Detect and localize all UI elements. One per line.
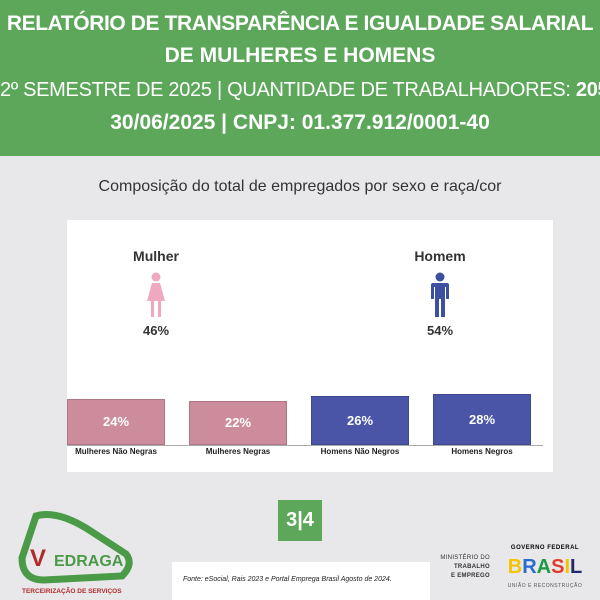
female-percent: 46% — [142, 323, 170, 338]
x-axis-line — [67, 445, 543, 446]
male-label: Homem — [414, 248, 466, 264]
brasil-wordmark: BRASIL — [507, 556, 583, 578]
bar-value-label: 24% — [102, 414, 130, 430]
category-label: Mulheres Negras — [205, 447, 271, 456]
ministry-line2: TRABALHO — [453, 564, 490, 570]
svg-text:EDRAGA: EDRAGA — [54, 553, 124, 570]
female-label: Mulher — [133, 248, 179, 264]
category-label: Homens Negros — [451, 447, 513, 456]
svg-text:TERCEIRIZAÇÃO DE SERVIÇOS: TERCEIRIZAÇÃO DE SERVIÇOS — [22, 586, 122, 595]
category-label: Homens Não Negros — [320, 447, 400, 456]
chart-title: Composição do total de empregados por se… — [98, 178, 502, 195]
ministry-line3: E EMPREGO — [450, 573, 490, 579]
governo-federal-logo: GOVERNO FEDERAL BRASIL UNIÃO E RECONSTRU… — [498, 544, 592, 590]
gov-title: GOVERNO FEDERAL — [510, 545, 580, 551]
svg-text:V: V — [30, 545, 46, 572]
gov-tagline: UNIÃO E RECONSTRUÇÃO — [507, 583, 583, 589]
category-label: Mulheres Não Negras — [75, 447, 157, 456]
ministry-logo: MINISTÉRIO DO TRABALHO E EMPREGO — [424, 554, 490, 581]
report-header: RELATÓRIO DE TRANSPARÊNCIA E IGUALDADE S… — [0, 0, 600, 156]
header-date-cnpj: 30/06/2025 | CNPJ: 01.377.912/0001-40 — [110, 111, 490, 134]
semester-text: 2º SEMESTRE DE 2025 | QUANTIDADE DE TRAB… — [0, 79, 576, 101]
header-title-line1: RELATÓRIO DE TRANSPARÊNCIA E IGUALDADE S… — [6, 12, 594, 35]
source-note: Fonte: eSocial, Rais 2023 e Portal Empre… — [172, 562, 430, 600]
page-indicator: 3|4 — [278, 500, 322, 541]
bar-value-label: 26% — [346, 413, 374, 429]
worker-count: 2058 — [575, 79, 600, 101]
bar: 26% — [311, 396, 409, 445]
bar-value-label: 28% — [468, 412, 496, 428]
male-icon — [431, 272, 449, 317]
female-icon — [147, 272, 165, 317]
male-percent: 54% — [426, 323, 454, 338]
bar: 28% — [433, 394, 531, 445]
bar-value-label: 22% — [224, 415, 252, 431]
vedraga-logo: V EDRAGA TERCEIRIZAÇÃO DE SERVIÇOS — [18, 511, 133, 595]
ministry-line1: MINISTÉRIO DO — [440, 555, 490, 561]
bar: 24% — [67, 398, 165, 445]
header-title-line2: DE MULHERES E HOMENS — [164, 44, 436, 67]
chart-panel: Mulher 46% Homem 54% 24% Mulheres Não Neg… — [67, 220, 553, 472]
bar: 22% — [189, 400, 287, 445]
header-semester: 2º SEMESTRE DE 2025 | QUANTIDADE DE TRAB… — [0, 77, 600, 103]
